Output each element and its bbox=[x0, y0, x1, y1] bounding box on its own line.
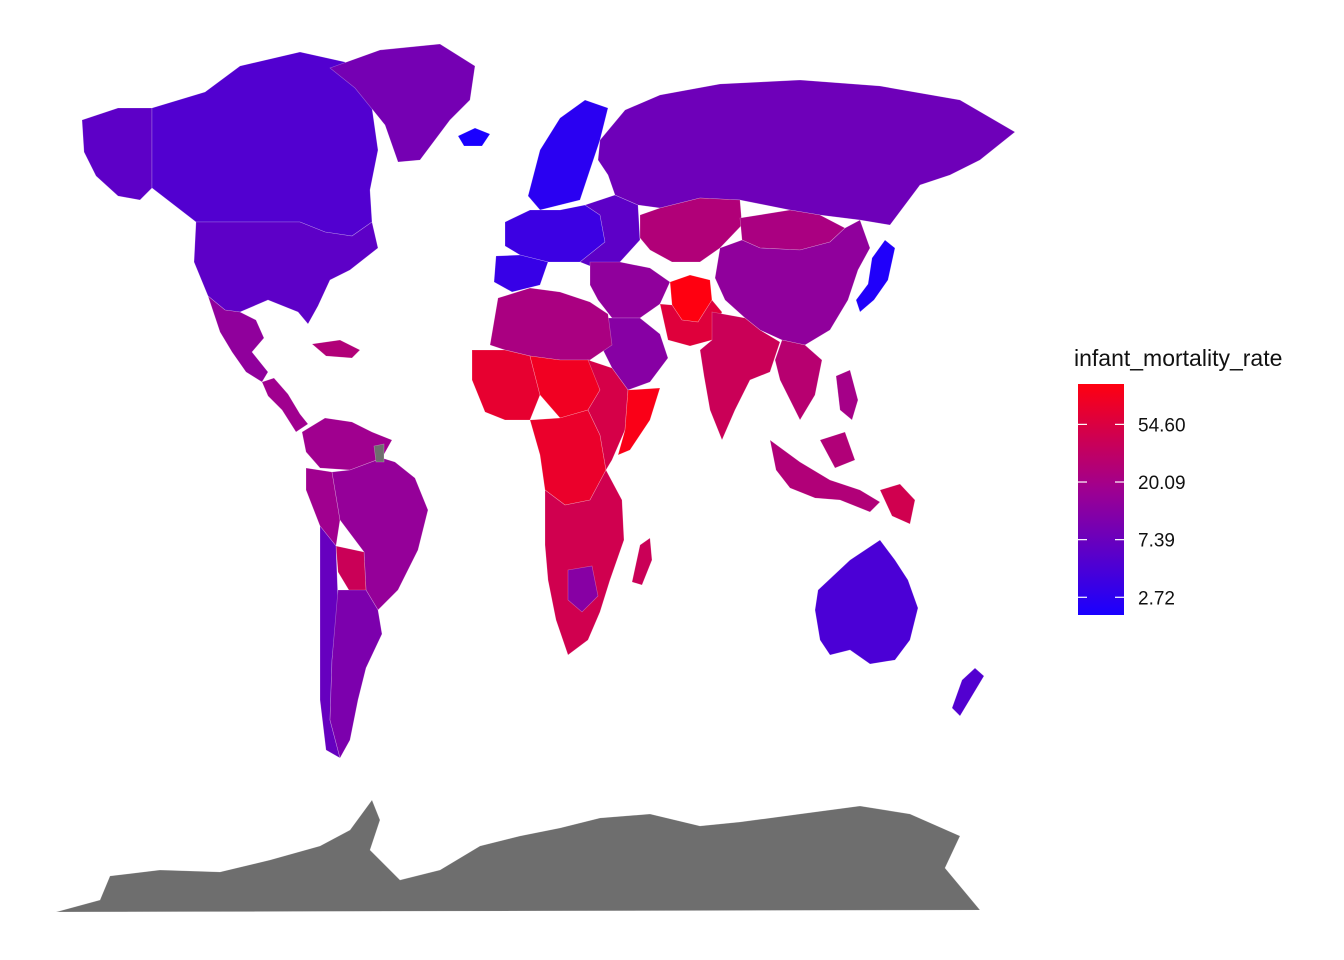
legend: infant_mortality_rate 54.60 20.09 7.39 2.72 bbox=[1074, 345, 1282, 615]
region-philippines bbox=[835, 369, 859, 421]
region-caribbean bbox=[311, 339, 361, 359]
region-india bbox=[699, 311, 781, 441]
region-brazil bbox=[331, 457, 429, 611]
region-southern-africa bbox=[544, 469, 625, 656]
region-antarctica bbox=[55, 799, 981, 913]
legend-break-label: 54.60 bbox=[1138, 415, 1186, 436]
region-madagascar bbox=[631, 537, 653, 586]
region-papua-new-guinea bbox=[879, 483, 916, 525]
legend-break-label: 7.39 bbox=[1138, 531, 1175, 552]
region-greenland bbox=[329, 43, 476, 163]
region-somalia bbox=[617, 387, 661, 456]
region-botswana bbox=[567, 565, 599, 613]
region-china bbox=[714, 219, 871, 346]
region-pakistan bbox=[659, 299, 723, 347]
region-northern-south-america bbox=[301, 417, 393, 471]
region-arabia bbox=[597, 317, 669, 391]
region-japan bbox=[855, 239, 896, 313]
region-iberia bbox=[493, 254, 549, 293]
region-central-america bbox=[261, 377, 309, 433]
region-argentina bbox=[329, 589, 383, 759]
legend-break-label: 20.09 bbox=[1138, 473, 1186, 494]
region-iceland bbox=[457, 127, 491, 147]
region-bolivia bbox=[335, 545, 367, 593]
region-russia bbox=[597, 79, 1016, 226]
region-alaska bbox=[81, 107, 153, 201]
region-mexico bbox=[207, 295, 269, 383]
region-australia bbox=[814, 539, 919, 665]
region-southeast-asia bbox=[774, 339, 823, 421]
legend-title: infant_mortality_rate bbox=[1074, 345, 1282, 371]
region-scandinavia bbox=[527, 99, 609, 211]
map-layer bbox=[55, 43, 1016, 913]
region-western-europe bbox=[504, 204, 606, 263]
region-north-africa bbox=[489, 287, 613, 361]
region-french-guiana bbox=[373, 443, 385, 463]
region-new-zealand bbox=[951, 667, 985, 717]
region-indonesia bbox=[769, 431, 881, 513]
region-middle-east bbox=[589, 261, 671, 319]
region-west-africa bbox=[471, 349, 541, 421]
region-east-africa bbox=[587, 359, 629, 471]
legend-ticks: 54.60 20.09 7.39 2.72 bbox=[1078, 415, 1186, 609]
legend-break-label: 2.72 bbox=[1138, 588, 1175, 609]
legend-colorbar bbox=[1078, 384, 1124, 615]
